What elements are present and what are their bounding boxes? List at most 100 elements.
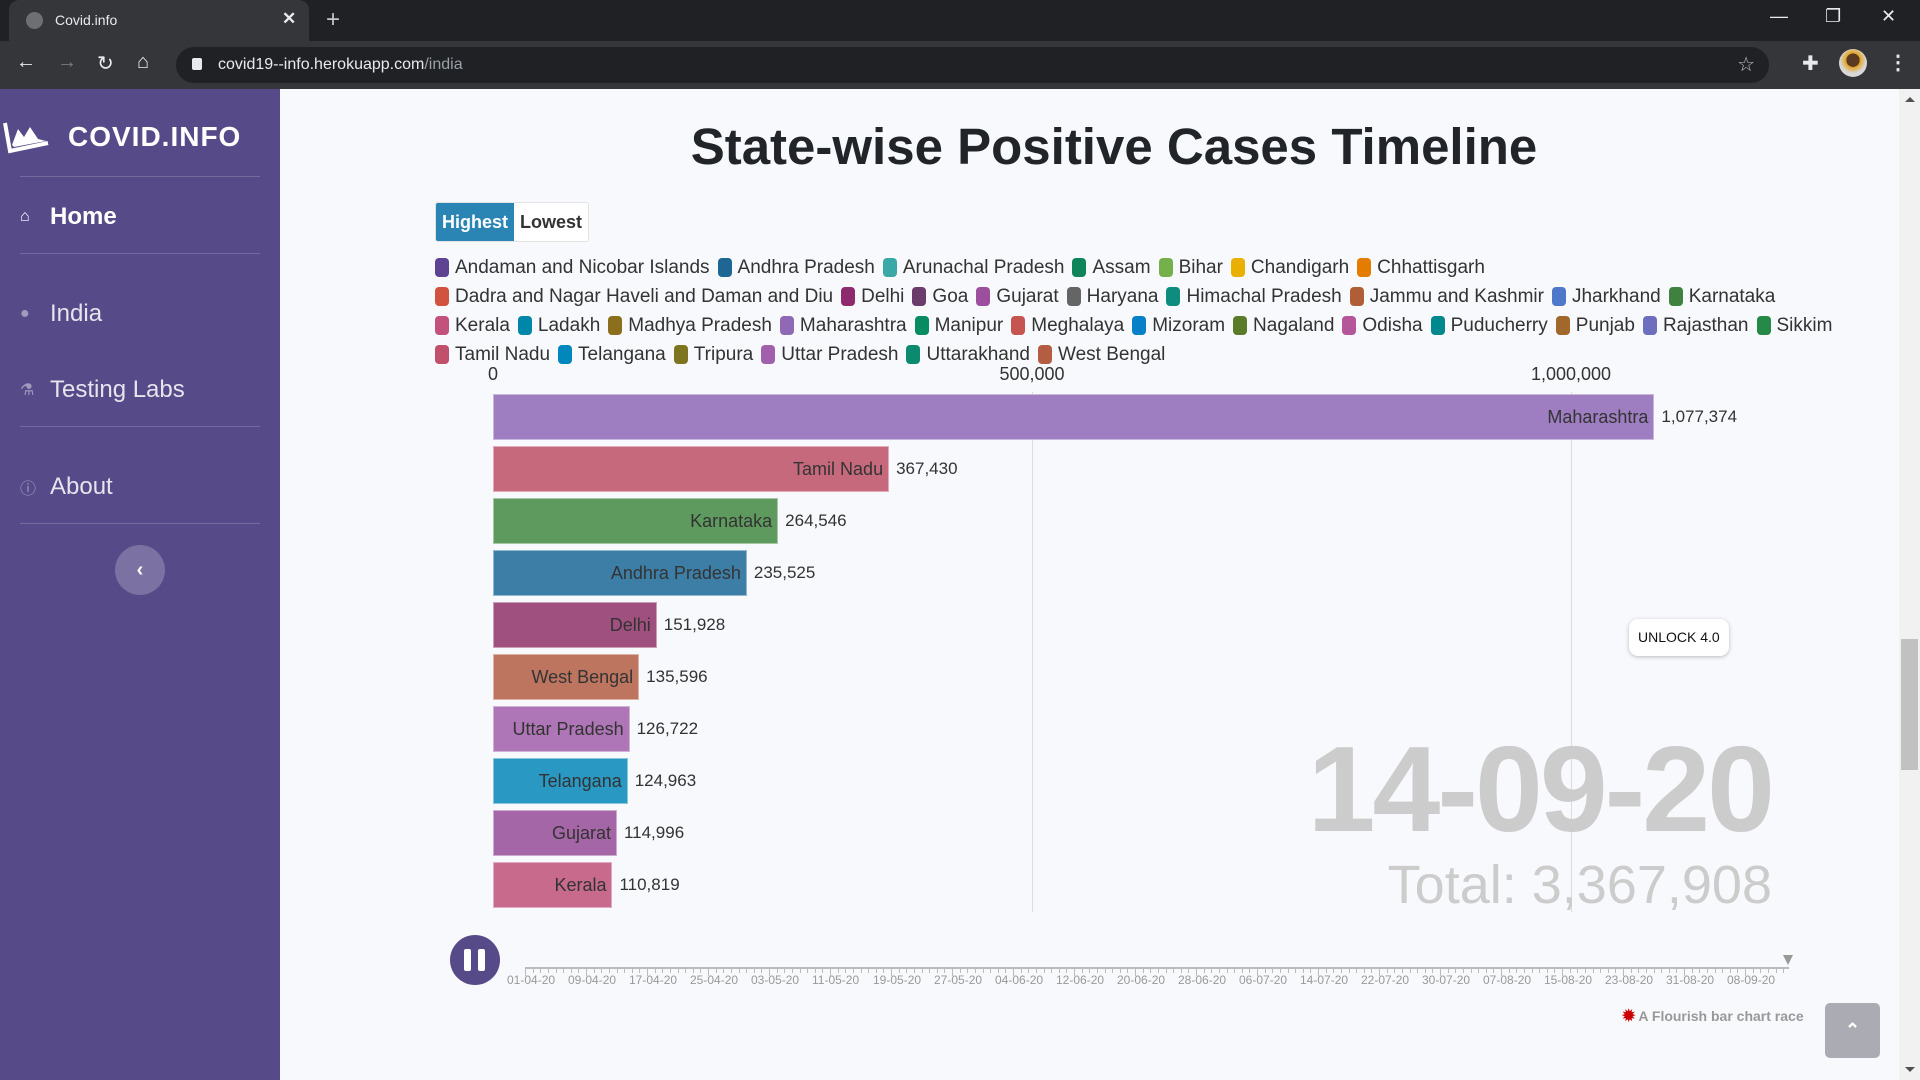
address-bar[interactable]: covid19--info.herokuapp.com/india ☆: [176, 47, 1769, 83]
profile-avatar[interactable]: [1839, 49, 1867, 77]
legend-item[interactable]: Tripura: [673, 342, 753, 367]
timeline-tick: [1150, 967, 1152, 973]
bar-delhi[interactable]: [493, 602, 657, 648]
legend-item[interactable]: Delhi: [841, 284, 904, 309]
timeline-tick: [1440, 967, 1441, 976]
legend-item[interactable]: Nagaland: [1233, 313, 1334, 338]
bookmark-star-icon[interactable]: ☆: [1737, 54, 1755, 76]
legend-item[interactable]: Madhya Pradesh: [608, 313, 772, 338]
timeline-tick: [1592, 967, 1594, 973]
timeline-handle[interactable]: [1783, 955, 1793, 965]
legend-item[interactable]: Kerala: [435, 313, 510, 338]
more-menu-icon[interactable]: ⋮: [1888, 52, 1908, 74]
sidebar-item-testing-labs[interactable]: ⚗ Testing Labs: [20, 376, 185, 404]
minimize-icon[interactable]: —: [1770, 6, 1788, 26]
pause-button[interactable]: [450, 935, 500, 985]
bar-andhra-pradesh[interactable]: [493, 550, 747, 596]
restore-icon[interactable]: ❐: [1825, 6, 1842, 26]
brand-logo[interactable]: COVID.INFO: [2, 117, 241, 157]
legend-item[interactable]: West Bengal: [1037, 342, 1165, 367]
timeline-date-label: 23-08-20: [1605, 973, 1654, 987]
legend-item[interactable]: Meghalaya: [1011, 313, 1124, 338]
timeline-tick: [776, 967, 778, 973]
legend-item[interactable]: Puducherry: [1430, 313, 1548, 338]
browser-tab[interactable]: Covid.info ✕: [9, 0, 309, 41]
legend-item[interactable]: Chhattisgarh: [1357, 255, 1485, 280]
flourish-credit-link[interactable]: ✹ A Flourish bar chart race: [1622, 1008, 1804, 1025]
collapse-sidebar-button[interactable]: ‹: [115, 545, 165, 595]
bar-maharashtra[interactable]: [493, 394, 1655, 440]
page-scrollbar[interactable]: [1899, 89, 1920, 1080]
timeline-tick: [1340, 967, 1342, 973]
bar-west-bengal[interactable]: [493, 654, 640, 700]
timeline-track[interactable]: [525, 967, 1789, 969]
extensions-icon[interactable]: ✚: [1802, 53, 1819, 75]
legend-item[interactable]: Jharkhand: [1551, 284, 1661, 309]
legend-item[interactable]: Andhra Pradesh: [717, 255, 875, 280]
home-icon[interactable]: ⌂: [137, 51, 150, 73]
legend-item[interactable]: Telangana: [558, 342, 666, 367]
legend-label: Bihar: [1178, 257, 1223, 278]
bar-karnataka[interactable]: [493, 498, 779, 544]
legend-item[interactable]: Rajasthan: [1642, 313, 1749, 338]
scroll-to-top-button[interactable]: ⌃: [1825, 1003, 1880, 1058]
legend-swatch: [717, 258, 732, 277]
timeline-tick: [570, 967, 572, 973]
legend-item[interactable]: Punjab: [1555, 313, 1635, 338]
timeline-tick: [1485, 967, 1487, 973]
new-tab-icon[interactable]: +: [326, 6, 341, 33]
timeline-tick: [1356, 967, 1358, 973]
legend-item[interactable]: Odisha: [1342, 313, 1423, 338]
lowest-button[interactable]: Lowest: [514, 203, 589, 241]
legend-item[interactable]: Mizoram: [1132, 313, 1225, 338]
timeline-tick: [1516, 967, 1518, 973]
forward-icon[interactable]: →: [57, 51, 77, 73]
browser-toolbar: ← → ↻ ⌂ covid19--info.herokuapp.com/indi…: [0, 41, 1920, 89]
pause-icon-bar: [464, 949, 471, 971]
timeline-tick: [1173, 967, 1175, 973]
legend-swatch: [1555, 316, 1570, 335]
legend-swatch: [435, 345, 449, 364]
close-tab-icon[interactable]: ✕: [282, 9, 297, 28]
legend-label: Andaman and Nicobar Islands: [455, 257, 710, 278]
legend-swatch: [1011, 316, 1026, 335]
legend-item[interactable]: Uttarakhand: [906, 342, 1030, 367]
legend-item[interactable]: Dadra and Nagar Haveli and Daman and Diu: [435, 284, 833, 309]
legend-item[interactable]: Assam: [1072, 255, 1151, 280]
legend-item[interactable]: Uttar Pradesh: [761, 342, 898, 367]
legend-item[interactable]: Andaman and Nicobar Islands: [435, 255, 710, 280]
legend-item[interactable]: Chandigarh: [1230, 255, 1349, 280]
close-window-icon[interactable]: ✕: [1881, 6, 1897, 26]
legend-item[interactable]: Bihar: [1158, 255, 1223, 280]
bar-uttar-pradesh[interactable]: [493, 706, 630, 752]
scrollbar-thumb[interactable]: [1901, 639, 1918, 770]
bar-label: Kerala: [554, 875, 607, 895]
bar-telangana[interactable]: [493, 758, 628, 804]
reload-icon[interactable]: ↻: [97, 53, 114, 75]
timeline-date-label: 14-07-20: [1300, 973, 1349, 987]
legend-item[interactable]: Karnataka: [1668, 284, 1775, 309]
sidebar-item-about[interactable]: ⓘ About: [20, 473, 113, 501]
bar-gujarat[interactable]: [493, 810, 617, 856]
legend-item[interactable]: Gujarat: [976, 284, 1059, 309]
legend-item[interactable]: Haryana: [1066, 284, 1158, 309]
bar-kerala[interactable]: [493, 862, 613, 908]
back-icon[interactable]: ←: [16, 51, 36, 73]
highest-button[interactable]: Highest: [436, 203, 515, 241]
scroll-down-arrow-icon[interactable]: [1905, 1067, 1915, 1072]
legend-item[interactable]: Sikkim: [1756, 313, 1832, 338]
legend-item[interactable]: Manipur: [914, 313, 1003, 338]
timeline-tick: [1218, 967, 1220, 973]
legend-item[interactable]: Tamil Nadu: [435, 342, 550, 367]
sidebar-item-india[interactable]: ● India: [20, 300, 102, 328]
legend-item[interactable]: Goa: [912, 284, 968, 309]
divider: [20, 426, 260, 427]
legend-item[interactable]: Arunachal Pradesh: [882, 255, 1064, 280]
legend-item[interactable]: Ladakh: [517, 313, 600, 338]
legend-item[interactable]: Himachal Pradesh: [1166, 284, 1342, 309]
bar-tamil-nadu[interactable]: [493, 446, 890, 492]
legend-item[interactable]: Jammu and Kashmir: [1349, 284, 1544, 309]
scroll-up-arrow-icon[interactable]: [1905, 97, 1915, 102]
legend-item[interactable]: Maharashtra: [779, 313, 907, 338]
sidebar-item-home[interactable]: ⌂ Home: [20, 203, 117, 231]
